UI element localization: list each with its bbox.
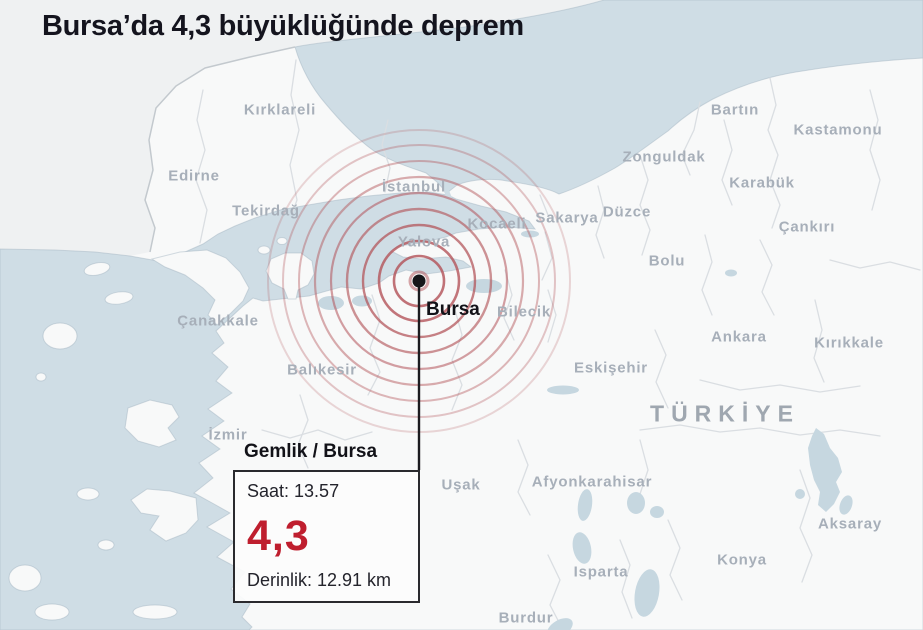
black-sea xyxy=(294,0,923,195)
headline: Bursa’da 4,3 büyüklüğünde deprem xyxy=(42,10,524,42)
lake-egirdir xyxy=(577,489,593,521)
lake-ulubat xyxy=(318,296,344,310)
epicenter-city-label: Bursa xyxy=(426,299,480,320)
aegean-island xyxy=(97,539,115,551)
infobox-time: Saat: 13.57 xyxy=(247,481,340,501)
aegean-island xyxy=(124,399,180,448)
aegean-island xyxy=(34,603,70,621)
lake-tuz-satellite xyxy=(839,495,853,515)
aegean-island xyxy=(76,487,100,501)
infobox-depth: Derinlik: 12.91 km xyxy=(247,570,392,590)
izmir-peninsula xyxy=(130,488,199,542)
lake-burdur-area xyxy=(572,532,592,564)
aegean-island xyxy=(42,322,78,350)
aegean-island xyxy=(83,262,111,276)
aegean-island xyxy=(132,604,178,620)
marmara-island xyxy=(276,237,288,245)
gallipoli-peninsula xyxy=(150,249,250,326)
bosphorus-strait xyxy=(436,171,452,200)
lake-beysehir xyxy=(634,569,660,617)
lake-bolu xyxy=(725,269,737,277)
marmara-island xyxy=(257,245,271,255)
lake-eber xyxy=(650,506,664,518)
lake-aksehir xyxy=(627,492,645,514)
infobox: Saat: 13.57 4,3 Derinlik: 12.91 km xyxy=(233,470,420,603)
country-border xyxy=(144,46,296,253)
aegean-island xyxy=(104,291,134,305)
lake-iznik xyxy=(466,279,502,293)
lake-tuz-satellite xyxy=(795,489,805,499)
foreign-land xyxy=(0,0,604,256)
infobox-magnitude: 4,3 xyxy=(247,512,310,560)
epicenter-dot xyxy=(412,274,426,288)
kapidag-peninsula xyxy=(265,252,315,300)
aegean-island xyxy=(8,564,42,592)
lakes xyxy=(318,230,853,630)
infobox-location: Gemlik / Bursa xyxy=(244,441,378,462)
lake-sapanca xyxy=(521,230,539,238)
aegean-island xyxy=(35,372,47,382)
province-borders xyxy=(195,59,921,629)
lake-tuz xyxy=(808,428,842,512)
lake-burdur xyxy=(547,618,573,630)
country-label: TÜRKİYE xyxy=(650,400,800,427)
lake-eskisehir xyxy=(547,385,579,395)
